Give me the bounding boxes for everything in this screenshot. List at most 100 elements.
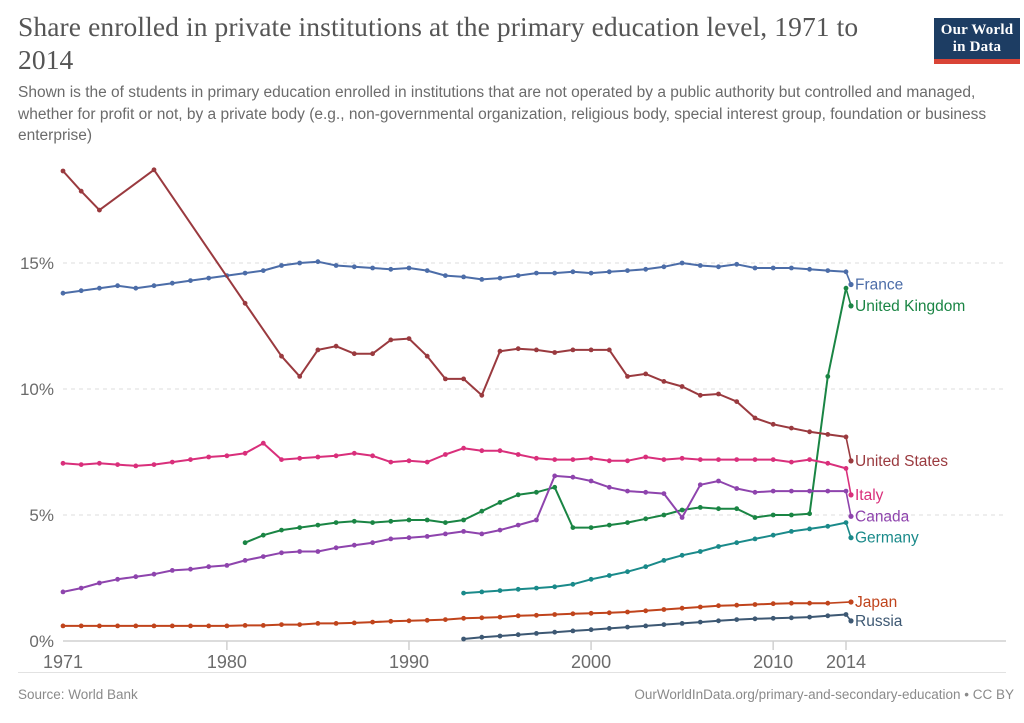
data-point[interactable] <box>661 622 667 627</box>
data-point[interactable] <box>497 633 503 639</box>
data-point[interactable] <box>133 574 139 580</box>
data-point[interactable] <box>315 549 321 554</box>
data-point[interactable] <box>60 460 66 466</box>
data-point[interactable] <box>461 445 466 451</box>
data-point[interactable] <box>78 585 84 591</box>
data-point[interactable] <box>279 527 284 533</box>
data-point[interactable] <box>679 552 685 558</box>
data-point[interactable] <box>297 549 303 554</box>
data-point[interactable] <box>115 283 120 289</box>
data-point[interactable] <box>97 623 102 629</box>
data-point[interactable] <box>188 457 193 462</box>
series-line-russia[interactable] <box>462 613 847 640</box>
data-point[interactable] <box>643 489 649 495</box>
data-point[interactable] <box>188 623 193 629</box>
data-point[interactable] <box>789 512 794 518</box>
data-point[interactable] <box>497 527 503 533</box>
data-point[interactable] <box>260 554 266 559</box>
data-point[interactable] <box>679 507 685 513</box>
data-point[interactable] <box>406 535 412 541</box>
data-point[interactable] <box>206 623 212 629</box>
series-label-germany[interactable]: Germany <box>855 530 919 547</box>
data-point[interactable] <box>515 492 521 498</box>
data-point[interactable] <box>315 259 321 265</box>
data-point[interactable] <box>60 290 66 296</box>
data-point[interactable] <box>570 611 576 617</box>
data-point[interactable] <box>570 347 576 353</box>
data-point[interactable] <box>60 168 66 174</box>
data-point[interactable] <box>643 371 649 377</box>
data-point[interactable] <box>424 517 430 523</box>
data-point[interactable] <box>625 569 630 575</box>
data-point[interactable] <box>370 619 375 625</box>
data-point[interactable] <box>697 549 703 554</box>
series-label-canada[interactable]: Canada <box>855 508 910 525</box>
data-point[interactable] <box>625 520 630 525</box>
data-point[interactable] <box>606 458 612 464</box>
data-point[interactable] <box>661 379 667 384</box>
data-point[interactable] <box>370 540 375 546</box>
data-point[interactable] <box>752 265 758 271</box>
data-point[interactable] <box>388 337 394 343</box>
data-point[interactable] <box>497 588 503 593</box>
data-point[interactable] <box>78 188 84 194</box>
data-point[interactable] <box>752 489 758 495</box>
data-point[interactable] <box>752 515 758 520</box>
data-point[interactable] <box>734 540 740 546</box>
data-point[interactable] <box>534 489 539 495</box>
data-point[interactable] <box>279 457 284 462</box>
data-point[interactable] <box>97 460 102 466</box>
data-point[interactable] <box>461 274 466 280</box>
data-point[interactable] <box>552 629 558 635</box>
data-point[interactable] <box>169 623 175 629</box>
data-point[interactable] <box>333 343 339 349</box>
data-point[interactable] <box>770 532 776 538</box>
data-point[interactable] <box>588 455 594 461</box>
data-point[interactable] <box>770 265 776 271</box>
data-point[interactable] <box>297 260 303 266</box>
data-point[interactable] <box>333 621 339 626</box>
data-point[interactable] <box>789 265 794 271</box>
data-point[interactable] <box>643 266 649 272</box>
data-point[interactable] <box>716 457 721 462</box>
series-label-united-states[interactable]: United States <box>855 453 948 470</box>
data-point[interactable] <box>443 273 448 278</box>
our-world-in-data-logo[interactable]: Our World in Data <box>934 18 1020 64</box>
data-point[interactable] <box>60 623 66 629</box>
data-point[interactable] <box>552 473 558 479</box>
data-point[interactable] <box>697 604 703 610</box>
data-point[interactable] <box>552 350 558 355</box>
data-point[interactable] <box>697 482 703 488</box>
data-point[interactable] <box>734 602 740 608</box>
data-point[interactable] <box>752 536 758 542</box>
data-point[interactable] <box>351 264 357 270</box>
data-point[interactable] <box>661 607 667 612</box>
data-point[interactable] <box>679 384 685 389</box>
data-point[interactable] <box>388 266 394 272</box>
data-point[interactable] <box>406 458 412 464</box>
data-point[interactable] <box>479 392 485 398</box>
data-point[interactable] <box>497 448 503 454</box>
series-line-italy[interactable] <box>62 442 847 470</box>
data-point[interactable] <box>643 454 649 460</box>
data-point[interactable] <box>443 452 448 457</box>
data-point[interactable] <box>297 622 303 627</box>
data-point[interactable] <box>734 617 740 622</box>
data-point[interactable] <box>515 613 521 619</box>
data-point[interactable] <box>78 623 84 629</box>
series-line-japan[interactable] <box>62 602 829 627</box>
data-point[interactable] <box>716 506 721 512</box>
data-point[interactable] <box>570 581 576 587</box>
data-point[interactable] <box>315 621 321 626</box>
data-point[interactable] <box>370 520 375 525</box>
data-point[interactable] <box>697 505 703 510</box>
data-point[interactable] <box>825 613 831 619</box>
series-label-united-kingdom[interactable]: United Kingdom <box>855 298 965 315</box>
data-point[interactable] <box>115 576 120 582</box>
data-point[interactable] <box>825 268 831 273</box>
data-point[interactable] <box>752 616 758 622</box>
data-point[interactable] <box>515 522 521 528</box>
data-point[interactable] <box>570 525 576 530</box>
data-point[interactable] <box>461 517 466 523</box>
data-point[interactable] <box>297 374 303 379</box>
